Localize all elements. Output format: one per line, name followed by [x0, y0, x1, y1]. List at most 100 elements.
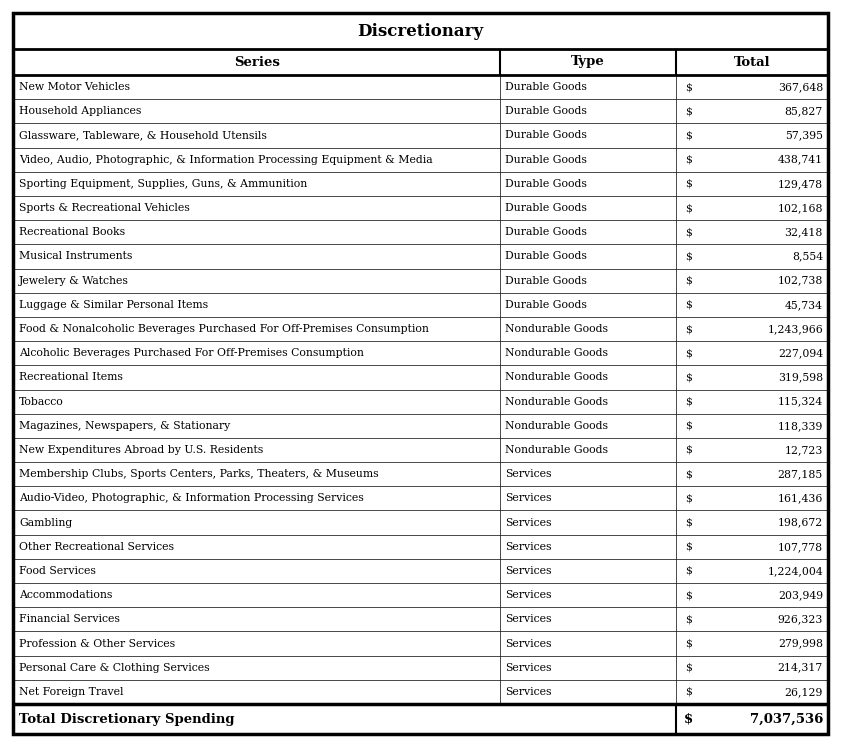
Text: 1,243,966: 1,243,966	[767, 324, 823, 334]
Text: Glassware, Tableware, & Household Utensils: Glassware, Tableware, & Household Utensi…	[19, 131, 267, 140]
Text: Durable Goods: Durable Goods	[505, 82, 587, 92]
Text: Personal Care & Clothing Services: Personal Care & Clothing Services	[19, 663, 209, 673]
Text: 102,738: 102,738	[778, 276, 823, 285]
Text: New Expenditures Abroad by U.S. Residents: New Expenditures Abroad by U.S. Resident…	[19, 445, 263, 455]
Text: Sports & Recreational Vehicles: Sports & Recreational Vehicles	[19, 203, 190, 213]
Text: Gambling: Gambling	[19, 518, 72, 527]
Text: Financial Services: Financial Services	[19, 614, 120, 624]
Text: $: $	[684, 713, 693, 725]
Text: $: $	[685, 687, 692, 697]
Text: 319,598: 319,598	[778, 373, 823, 382]
Text: Durable Goods: Durable Goods	[505, 300, 587, 310]
Text: Nondurable Goods: Nondurable Goods	[505, 445, 608, 455]
Text: Net Foreign Travel: Net Foreign Travel	[19, 687, 124, 697]
Text: 102,168: 102,168	[777, 203, 823, 213]
Text: Accommodations: Accommodations	[19, 590, 113, 600]
Text: $: $	[685, 252, 692, 261]
Text: $: $	[685, 469, 692, 479]
Text: $: $	[685, 179, 692, 189]
Text: Nondurable Goods: Nondurable Goods	[505, 348, 608, 359]
Text: Nondurable Goods: Nondurable Goods	[505, 373, 608, 382]
Text: Durable Goods: Durable Goods	[505, 227, 587, 238]
Text: $: $	[685, 445, 692, 455]
Text: $: $	[685, 300, 692, 310]
Text: Services: Services	[505, 566, 552, 576]
Text: 926,323: 926,323	[778, 614, 823, 624]
Text: Alcoholic Beverages Purchased For Off-Premises Consumption: Alcoholic Beverages Purchased For Off-Pr…	[19, 348, 364, 359]
Text: Audio-Video, Photographic, & Information Processing Services: Audio-Video, Photographic, & Information…	[19, 493, 364, 503]
Text: Musical Instruments: Musical Instruments	[19, 252, 132, 261]
Text: 129,478: 129,478	[778, 179, 823, 189]
Text: $: $	[685, 566, 692, 576]
Text: $: $	[685, 324, 692, 334]
Text: 118,339: 118,339	[778, 421, 823, 431]
Text: Household Appliances: Household Appliances	[19, 106, 141, 117]
Text: Series: Series	[234, 55, 279, 69]
Text: Nondurable Goods: Nondurable Goods	[505, 397, 608, 406]
Text: $: $	[685, 227, 692, 238]
Text: Discretionary: Discretionary	[357, 22, 484, 40]
Text: $: $	[685, 348, 692, 359]
Text: $: $	[685, 542, 692, 552]
Text: 438,741: 438,741	[778, 155, 823, 164]
Text: $: $	[685, 590, 692, 600]
Text: $: $	[685, 663, 692, 673]
Text: Recreational Items: Recreational Items	[19, 373, 123, 382]
Text: 279,998: 279,998	[778, 639, 823, 648]
Text: 198,672: 198,672	[778, 518, 823, 527]
Text: Services: Services	[505, 663, 552, 673]
Text: Services: Services	[505, 493, 552, 503]
Text: Services: Services	[505, 614, 552, 624]
Text: $: $	[685, 106, 692, 117]
Text: Total Discretionary Spending: Total Discretionary Spending	[19, 713, 235, 725]
Text: Durable Goods: Durable Goods	[505, 106, 587, 117]
Text: Nondurable Goods: Nondurable Goods	[505, 421, 608, 431]
Text: Magazines, Newspapers, & Stationary: Magazines, Newspapers, & Stationary	[19, 421, 230, 431]
Text: Tobacco: Tobacco	[19, 397, 64, 406]
Text: 7,037,536: 7,037,536	[749, 713, 823, 725]
Text: 203,949: 203,949	[778, 590, 823, 600]
Text: 161,436: 161,436	[778, 493, 823, 503]
Text: $: $	[685, 373, 692, 382]
Text: $: $	[685, 518, 692, 527]
Text: Food & Nonalcoholic Beverages Purchased For Off-Premises Consumption: Food & Nonalcoholic Beverages Purchased …	[19, 324, 429, 334]
Text: $: $	[685, 155, 692, 164]
Text: Nondurable Goods: Nondurable Goods	[505, 324, 608, 334]
Text: 26,129: 26,129	[785, 687, 823, 697]
Text: $: $	[685, 493, 692, 503]
Text: $: $	[685, 614, 692, 624]
Text: Total: Total	[733, 55, 770, 69]
Text: Profession & Other Services: Profession & Other Services	[19, 639, 175, 648]
Text: 12,723: 12,723	[785, 445, 823, 455]
Text: Luggage & Similar Personal Items: Luggage & Similar Personal Items	[19, 300, 208, 310]
Text: $: $	[685, 421, 692, 431]
Text: 8,554: 8,554	[792, 252, 823, 261]
Text: 287,185: 287,185	[778, 469, 823, 479]
Text: Services: Services	[505, 590, 552, 600]
Text: 1,224,004: 1,224,004	[767, 566, 823, 576]
Text: Membership Clubs, Sports Centers, Parks, Theaters, & Museums: Membership Clubs, Sports Centers, Parks,…	[19, 469, 378, 479]
Text: Recreational Books: Recreational Books	[19, 227, 125, 238]
Text: $: $	[685, 397, 692, 406]
Text: 214,317: 214,317	[778, 663, 823, 673]
Text: New Motor Vehicles: New Motor Vehicles	[19, 82, 130, 92]
Text: Durable Goods: Durable Goods	[505, 203, 587, 213]
Text: 85,827: 85,827	[785, 106, 823, 117]
Text: Durable Goods: Durable Goods	[505, 276, 587, 285]
Text: 227,094: 227,094	[778, 348, 823, 359]
Text: Other Recreational Services: Other Recreational Services	[19, 542, 174, 552]
Text: $: $	[685, 276, 692, 285]
Text: 32,418: 32,418	[785, 227, 823, 238]
Text: 45,734: 45,734	[785, 300, 823, 310]
Text: Services: Services	[505, 687, 552, 697]
Text: 107,778: 107,778	[778, 542, 823, 552]
Text: Durable Goods: Durable Goods	[505, 131, 587, 140]
Text: Durable Goods: Durable Goods	[505, 155, 587, 164]
Text: Video, Audio, Photographic, & Information Processing Equipment & Media: Video, Audio, Photographic, & Informatio…	[19, 155, 432, 164]
Text: Jewelery & Watches: Jewelery & Watches	[19, 276, 129, 285]
Text: 367,648: 367,648	[778, 82, 823, 92]
Text: Services: Services	[505, 469, 552, 479]
Text: $: $	[685, 639, 692, 648]
Text: 57,395: 57,395	[785, 131, 823, 140]
Text: $: $	[685, 203, 692, 213]
